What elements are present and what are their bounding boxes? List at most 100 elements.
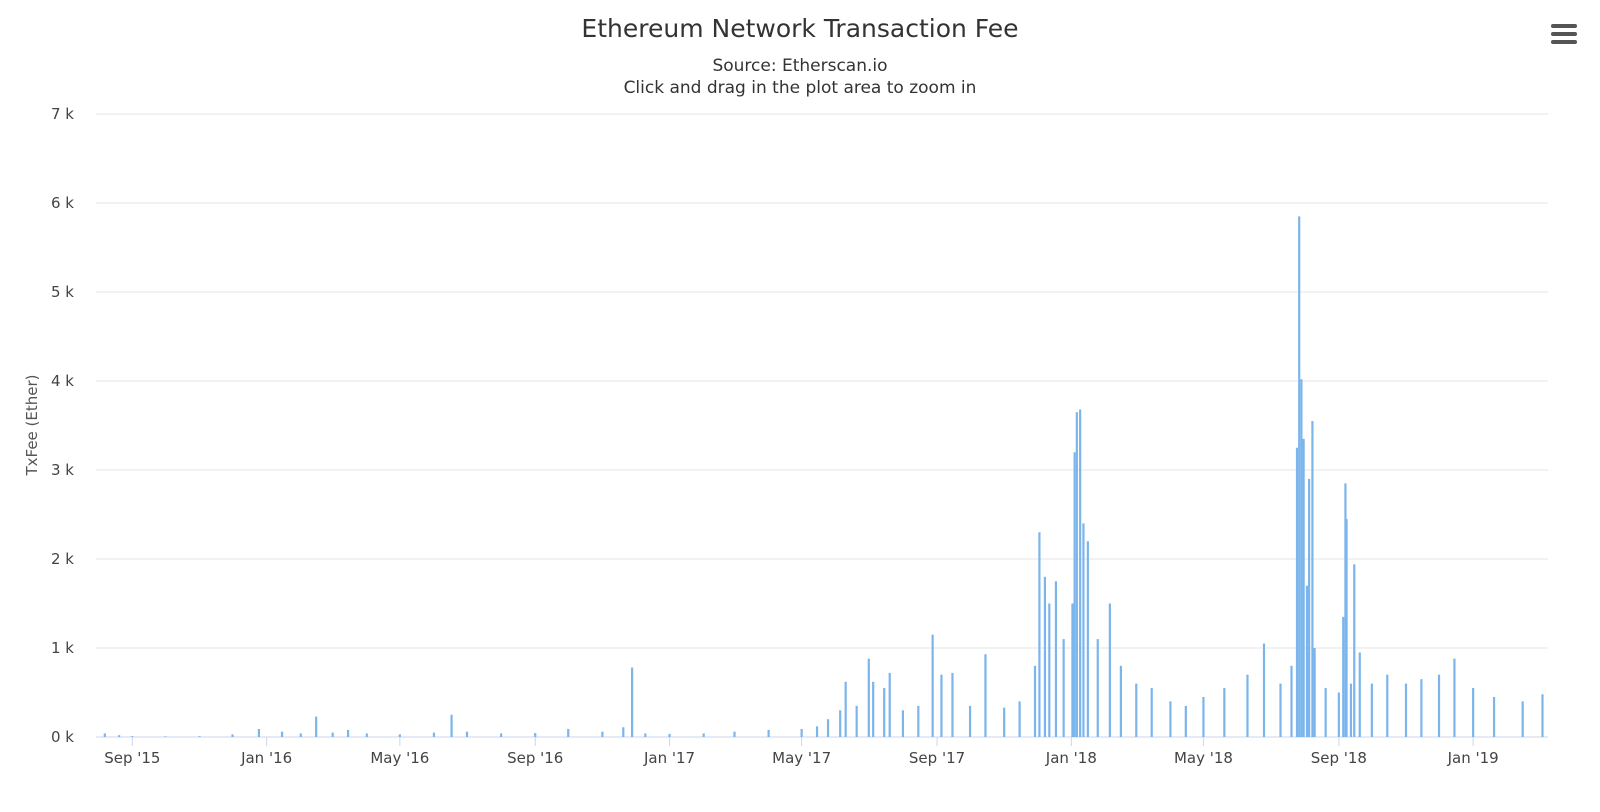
data-bar[interactable] (1521, 701, 1524, 737)
data-bar[interactable] (839, 710, 842, 737)
data-bar[interactable] (103, 733, 106, 737)
data-bar[interactable] (1324, 688, 1327, 737)
data-bar[interactable] (1358, 652, 1361, 737)
data-bar[interactable] (1038, 532, 1041, 737)
data-bar[interactable] (622, 727, 625, 737)
data-bar[interactable] (131, 736, 134, 737)
data-bar[interactable] (1290, 665, 1293, 737)
data-bar[interactable] (883, 688, 886, 737)
data-bar[interactable] (534, 732, 537, 737)
data-bar[interactable] (1311, 421, 1314, 737)
data-bar[interactable] (1420, 679, 1423, 737)
data-bar[interactable] (601, 731, 604, 737)
data-bar[interactable] (1472, 688, 1475, 737)
data-bar[interactable] (280, 731, 284, 737)
data-bar[interactable] (940, 674, 943, 737)
data-bar[interactable] (1349, 683, 1353, 737)
data-bar[interactable] (1298, 216, 1301, 738)
data-bar[interactable] (1169, 701, 1172, 737)
data-bar[interactable] (299, 733, 302, 737)
data-bar[interactable] (1404, 683, 1408, 737)
data-bar[interactable] (398, 734, 401, 737)
data-bar[interactable] (1003, 707, 1006, 737)
data-bar[interactable] (1096, 639, 1099, 737)
data-bar[interactable] (500, 733, 503, 737)
data-bar[interactable] (164, 736, 167, 737)
data-bar[interactable] (1313, 648, 1316, 737)
data-bar[interactable] (465, 731, 469, 737)
data-bar[interactable] (1202, 696, 1205, 737)
data-bar[interactable] (1279, 683, 1282, 737)
data-bar[interactable] (198, 736, 201, 737)
data-bar[interactable] (450, 714, 453, 737)
data-bar[interactable] (631, 667, 634, 737)
data-bar[interactable] (1541, 694, 1544, 737)
data-bar[interactable] (1370, 683, 1373, 737)
data-bar[interactable] (567, 728, 570, 737)
data-bar[interactable] (1342, 616, 1345, 737)
data-bar[interactable] (815, 726, 819, 737)
data-bar[interactable] (1262, 643, 1266, 737)
data-bar[interactable] (1033, 665, 1037, 737)
data-bar[interactable] (767, 729, 770, 737)
data-bar[interactable] (365, 733, 368, 737)
data-bar[interactable] (1048, 603, 1051, 738)
data-bar[interactable] (432, 732, 436, 737)
data-bar[interactable] (1079, 409, 1082, 737)
data-bar[interactable] (1437, 674, 1441, 737)
data-bar[interactable] (702, 733, 705, 737)
hamburger-menu-icon[interactable] (1551, 24, 1577, 48)
data-bar[interactable] (346, 729, 350, 737)
data-bar[interactable] (1073, 452, 1076, 737)
data-bar[interactable] (644, 733, 647, 737)
data-bar[interactable] (1353, 564, 1356, 737)
data-bar[interactable] (1223, 688, 1226, 737)
data-bar[interactable] (1119, 665, 1122, 737)
data-bar[interactable] (1108, 603, 1111, 738)
data-bar[interactable] (1082, 523, 1085, 737)
data-bar[interactable] (1300, 379, 1303, 737)
data-bar[interactable] (1150, 688, 1153, 737)
data-bar[interactable] (315, 716, 318, 737)
data-bar[interactable] (855, 705, 858, 737)
data-bar[interactable] (733, 731, 736, 737)
data-bar[interactable] (917, 705, 920, 737)
data-bar[interactable] (1386, 674, 1389, 737)
data-bar[interactable] (951, 672, 954, 737)
data-bar[interactable] (931, 634, 934, 737)
data-bar[interactable] (1344, 483, 1347, 737)
data-bar[interactable] (1075, 412, 1078, 737)
data-bar[interactable] (1302, 438, 1305, 737)
data-bar[interactable] (231, 734, 234, 737)
data-bar[interactable] (1086, 541, 1089, 737)
data-bar[interactable] (901, 710, 905, 737)
data-bar[interactable] (668, 733, 671, 737)
data-bar[interactable] (1337, 692, 1340, 738)
data-bar[interactable] (826, 719, 830, 737)
data-bar[interactable] (1062, 639, 1065, 737)
data-bar[interactable] (257, 728, 261, 737)
data-bar[interactable] (1043, 576, 1047, 737)
data-bar[interactable] (872, 681, 875, 737)
data-bar[interactable] (888, 672, 891, 737)
data-bar[interactable] (867, 658, 870, 737)
data-bar[interactable] (1308, 478, 1311, 737)
data-bar[interactable] (1453, 658, 1456, 737)
data-bar[interactable] (1492, 696, 1496, 737)
data-bar[interactable] (1135, 683, 1138, 737)
data-bar[interactable] (1305, 585, 1309, 737)
data-bar[interactable] (118, 735, 121, 737)
data-bar[interactable] (331, 732, 334, 737)
data-bar[interactable] (1071, 603, 1074, 738)
data-bar[interactable] (844, 681, 847, 737)
data-bar[interactable] (1345, 518, 1348, 737)
data-bar[interactable] (1295, 447, 1299, 737)
data-bar[interactable] (968, 705, 972, 737)
data-bar[interactable] (1054, 581, 1058, 737)
data-bar[interactable] (984, 654, 987, 737)
data-bar[interactable] (800, 728, 803, 737)
data-bar[interactable] (1018, 701, 1021, 737)
data-bar[interactable] (1184, 705, 1187, 737)
data-bar[interactable] (1246, 674, 1249, 737)
